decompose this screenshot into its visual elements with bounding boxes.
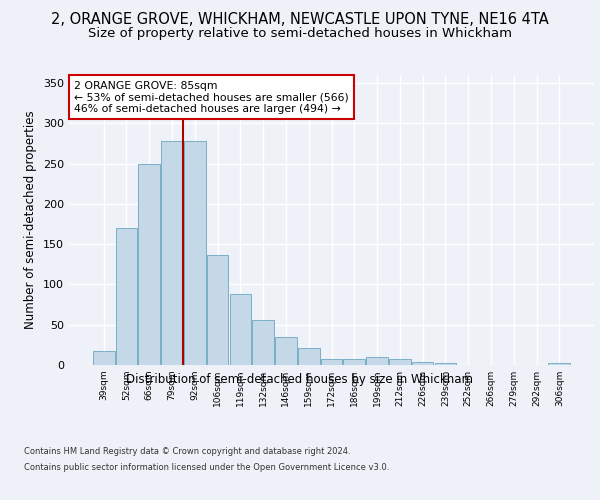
Bar — [161, 141, 183, 365]
Text: 2, ORANGE GROVE, WHICKHAM, NEWCASTLE UPON TYNE, NE16 4TA: 2, ORANGE GROVE, WHICKHAM, NEWCASTLE UPO… — [51, 12, 549, 28]
Text: Contains HM Land Registry data © Crown copyright and database right 2024.: Contains HM Land Registry data © Crown c… — [24, 448, 350, 456]
Bar — [298, 348, 320, 365]
Bar — [230, 294, 251, 365]
Bar — [412, 362, 433, 365]
Text: Distribution of semi-detached houses by size in Whickham: Distribution of semi-detached houses by … — [127, 372, 473, 386]
Bar — [548, 362, 570, 365]
Bar — [184, 141, 206, 365]
Bar — [139, 164, 160, 365]
Bar — [207, 256, 229, 365]
Bar — [116, 228, 137, 365]
Bar — [343, 358, 365, 365]
Text: Size of property relative to semi-detached houses in Whickham: Size of property relative to semi-detach… — [88, 28, 512, 40]
Bar — [275, 337, 297, 365]
Text: 2 ORANGE GROVE: 85sqm
← 53% of semi-detached houses are smaller (566)
46% of sem: 2 ORANGE GROVE: 85sqm ← 53% of semi-deta… — [74, 81, 349, 114]
Y-axis label: Number of semi-detached properties: Number of semi-detached properties — [25, 110, 37, 330]
Text: Contains public sector information licensed under the Open Government Licence v3: Contains public sector information licen… — [24, 462, 389, 471]
Bar — [434, 362, 456, 365]
Bar — [320, 360, 343, 365]
Bar — [93, 350, 115, 365]
Bar — [253, 320, 274, 365]
Bar — [389, 360, 410, 365]
Bar — [366, 357, 388, 365]
